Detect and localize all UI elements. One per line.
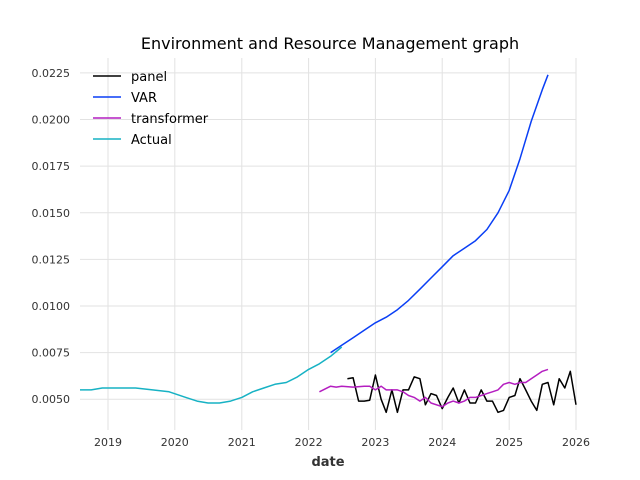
x-tick-label: 2025 <box>495 436 523 449</box>
x-tick-label: 2023 <box>361 436 389 449</box>
series-line-actual <box>80 346 343 404</box>
y-tick-label: 0.0050 <box>32 393 71 406</box>
y-tick-label: 0.0175 <box>32 160 71 173</box>
y-tick-label: 0.0075 <box>32 347 71 360</box>
series-lines <box>80 74 577 414</box>
series-line-transformer <box>319 368 549 408</box>
x-axis-ticks: 2019 2020 2021 2022 2023 2024 2025 2026 <box>94 436 590 449</box>
legend-label-var: VAR <box>131 91 157 106</box>
series-line-var <box>330 74 549 354</box>
legend-label-actual: Actual <box>131 133 172 148</box>
y-tick-label: 0.0100 <box>32 300 71 313</box>
x-axis-title: date <box>311 455 344 470</box>
x-tick-label: 2021 <box>228 436 256 449</box>
y-tick-label: 0.0125 <box>32 253 71 266</box>
legend: panel VAR transformer Actual <box>93 70 209 148</box>
legend-label-transformer: transformer <box>131 112 209 127</box>
y-axis-ticks: 0.0050 0.0075 0.0100 0.0125 0.0150 0.0175 0.02… <box>32 67 71 406</box>
y-tick-label: 0.0225 <box>32 67 71 80</box>
legend-label-panel: panel <box>131 70 167 85</box>
x-tick-label: 2020 <box>161 436 189 449</box>
chart-title: Environment and Resource Management grap… <box>141 34 519 53</box>
series-line-panel <box>347 370 577 414</box>
x-tick-label: 2022 <box>295 436 323 449</box>
x-tick-label: 2024 <box>428 436 456 449</box>
grid-lines <box>80 58 577 430</box>
y-tick-label: 0.0200 <box>32 114 71 127</box>
x-tick-label: 2019 <box>94 436 122 449</box>
y-tick-label: 0.0150 <box>32 207 71 220</box>
x-tick-label: 2026 <box>562 436 590 449</box>
